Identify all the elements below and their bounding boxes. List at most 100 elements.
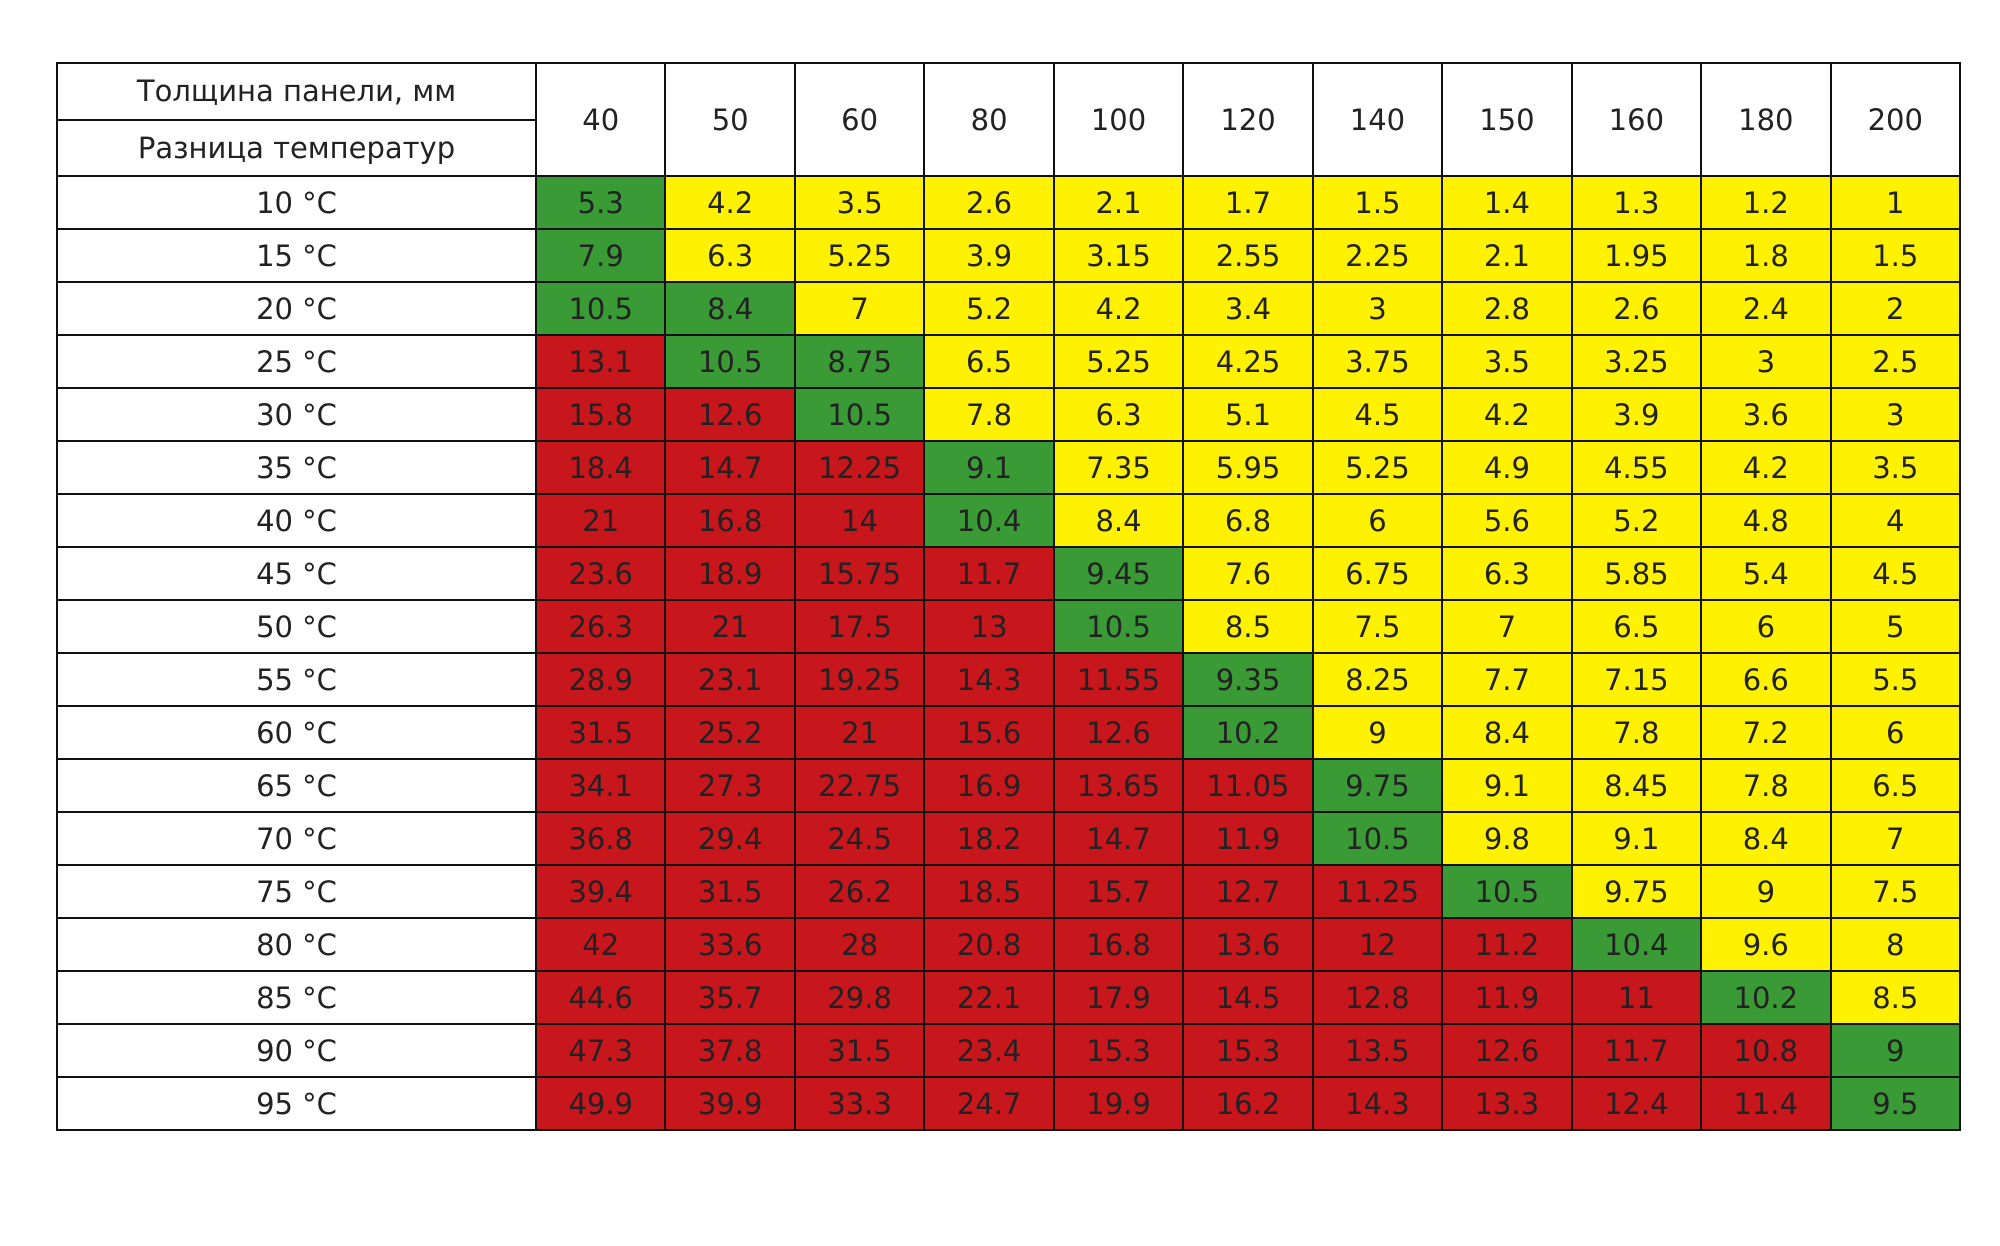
value-cell: 7.8 [923, 387, 1055, 442]
value-cell: 26.2 [793, 864, 926, 919]
value-cell: 31.5 [793, 1023, 926, 1078]
value-cell: 3.4 [1182, 281, 1314, 336]
value-cell: 20.8 [923, 917, 1055, 972]
value-cell: 4.9 [1441, 440, 1573, 495]
value-cell: 11.25 [1311, 864, 1444, 919]
value-cell: 7.9 [534, 228, 667, 283]
value-cell: 16.8 [664, 493, 796, 548]
value-cell: 7.2 [1700, 705, 1832, 760]
value-cell: 19.9 [1052, 1076, 1185, 1131]
value-cell: 10.5 [664, 334, 796, 389]
row-label: 25 °C [56, 334, 537, 389]
value-cell: 5.2 [1570, 493, 1703, 548]
value-cell: 7.7 [1441, 652, 1573, 707]
value-cell: 9.8 [1441, 811, 1573, 866]
value-cell: 28 [793, 917, 926, 972]
value-cell: 4.25 [1182, 334, 1314, 389]
value-cell: 4 [1829, 493, 1962, 548]
table-row: 45 °C 23.6 18.9 15.75 11.7 9.45 7.6 6.75 6.3 5.85… [56, 546, 1962, 601]
value-cell: 10.2 [1182, 705, 1314, 760]
value-cell: 1.95 [1570, 228, 1703, 283]
value-cell: 16.2 [1182, 1076, 1314, 1131]
value-cell: 10.2 [1700, 970, 1832, 1025]
difference-label: Разница температур [56, 118, 537, 177]
value-cell: 3.5 [1441, 334, 1573, 389]
value-cell: 9.1 [1570, 811, 1703, 866]
value-cell: 15.8 [534, 387, 667, 442]
value-cell: 33.3 [793, 1076, 926, 1131]
value-cell: 5.25 [1311, 440, 1444, 495]
value-cell: 5.95 [1182, 440, 1314, 495]
value-cell: 3 [1829, 387, 1962, 442]
value-cell: 4.55 [1570, 440, 1703, 495]
value-cell: 16.9 [923, 758, 1055, 813]
row-label: 40 °C [56, 493, 537, 548]
value-cell: 4.2 [1052, 281, 1185, 336]
value-cell: 12.8 [1311, 970, 1444, 1025]
value-cell: 1.2 [1700, 175, 1832, 230]
value-cell: 9 [1311, 705, 1444, 760]
table-row: 55 °C 28.9 23.1 19.25 14.3 11.55 9.35 8.25 7.7 7.… [56, 652, 1962, 707]
value-cell: 10.5 [534, 281, 667, 336]
value-cell: 9.75 [1570, 864, 1703, 919]
row-label: 55 °C [56, 652, 537, 707]
value-cell: 2.6 [923, 175, 1055, 230]
row-label: 75 °C [56, 864, 537, 919]
value-cell: 12.6 [664, 387, 796, 442]
value-cell: 23.1 [664, 652, 796, 707]
value-cell: 8.5 [1829, 970, 1962, 1025]
value-cell: 8.75 [793, 334, 926, 389]
row-label: 60 °C [56, 705, 537, 760]
value-cell: 8.45 [1570, 758, 1703, 813]
value-cell: 10.8 [1700, 1023, 1832, 1078]
value-cell: 11 [1570, 970, 1703, 1025]
value-cell: 15.7 [1052, 864, 1185, 919]
value-cell: 15.3 [1052, 1023, 1185, 1078]
value-cell: 11.4 [1700, 1076, 1832, 1131]
value-cell: 13.3 [1441, 1076, 1573, 1131]
value-cell: 9.1 [923, 440, 1055, 495]
value-cell: 4.8 [1700, 493, 1832, 548]
value-cell: 8.4 [1441, 705, 1573, 760]
value-cell: 10.5 [1052, 599, 1185, 654]
table-row: 70 °C 36.8 29.4 24.5 18.2 14.7 11.9 10.5 9.8 9.1 8… [56, 811, 1962, 866]
header-row: Разница температур [56, 118, 1960, 177]
value-cell: 5.6 [1441, 493, 1573, 548]
column-header: 160 [1570, 62, 1703, 177]
value-cell: 14.3 [923, 652, 1055, 707]
value-cell: 21 [534, 493, 667, 548]
table-row: 35 °C 18.4 14.7 12.25 9.1 7.35 5.95 5.25 4.9 4.55… [56, 440, 1962, 495]
value-cell: 10.4 [923, 493, 1055, 548]
column-header: 200 [1829, 62, 1962, 177]
value-cell: 5 [1829, 599, 1962, 654]
value-cell: 1.3 [1570, 175, 1703, 230]
value-cell: 9.35 [1182, 652, 1314, 707]
value-cell: 22.75 [793, 758, 926, 813]
value-cell: 12.6 [1441, 1023, 1573, 1078]
value-cell: 42 [534, 917, 667, 972]
value-cell: 9.75 [1311, 758, 1444, 813]
column-header: 180 [1700, 62, 1832, 177]
value-cell: 5.25 [793, 228, 926, 283]
value-cell: 8.4 [1700, 811, 1832, 866]
value-cell: 6.5 [923, 334, 1055, 389]
value-cell: 3.25 [1570, 334, 1703, 389]
value-cell: 6 [1700, 599, 1832, 654]
row-label: 35 °C [56, 440, 537, 495]
value-cell: 23.6 [534, 546, 667, 601]
value-cell: 8.25 [1311, 652, 1444, 707]
value-cell: 1.8 [1700, 228, 1832, 283]
value-cell: 2.8 [1441, 281, 1573, 336]
value-cell: 10.5 [1441, 864, 1573, 919]
value-cell: 33.6 [664, 917, 796, 972]
value-cell: 14.5 [1182, 970, 1314, 1025]
value-cell: 24.7 [923, 1076, 1055, 1131]
value-cell: 22.1 [923, 970, 1055, 1025]
value-cell: 17.5 [793, 599, 926, 654]
value-cell: 2.1 [1052, 175, 1185, 230]
value-cell: 6 [1829, 705, 1962, 760]
value-cell: 16.8 [1052, 917, 1185, 972]
row-label: 45 °C [56, 546, 537, 601]
value-cell: 21 [664, 599, 796, 654]
